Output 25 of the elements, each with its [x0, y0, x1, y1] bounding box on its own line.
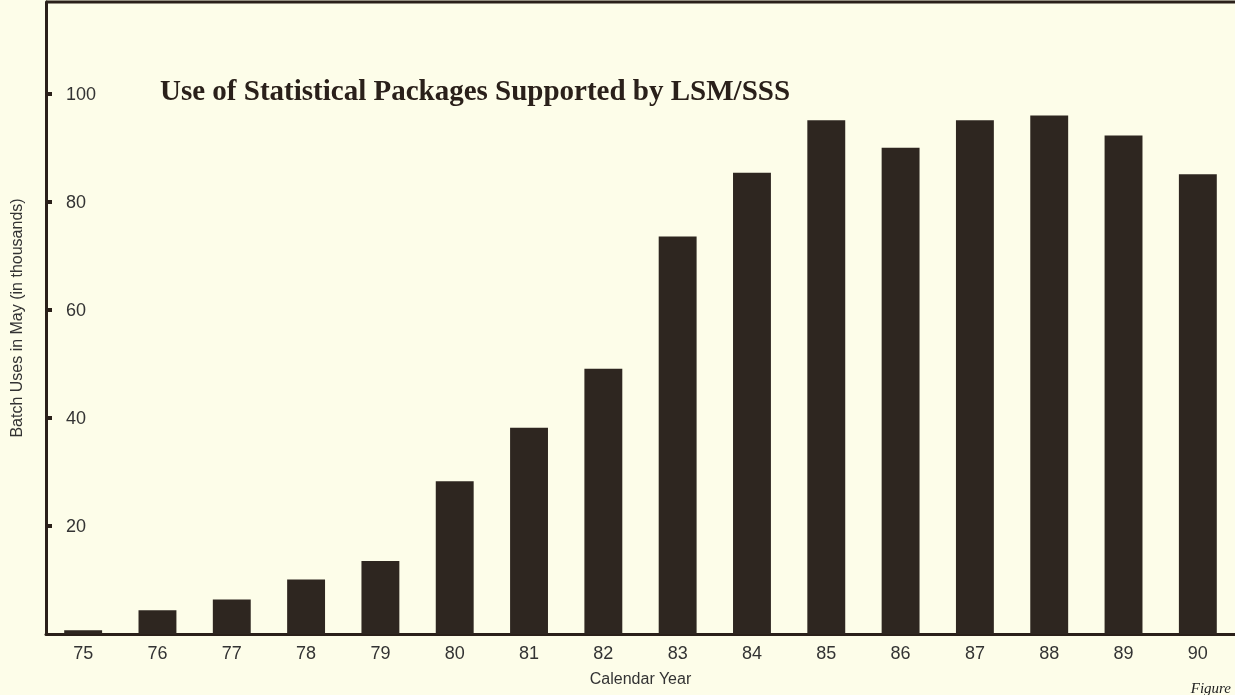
y-tick-label: 20: [66, 515, 87, 536]
x-tick-label: 85: [816, 643, 837, 663]
y-axis-title: Batch Uses in May (in thousands): [7, 198, 25, 438]
x-tick-label: 86: [890, 643, 911, 663]
x-tick-label: 78: [296, 643, 317, 663]
text: Use of Statistical Packages Supported by LSM/SSS: [160, 73, 791, 106]
y-tick-label: 60: [66, 299, 87, 320]
x-tick-label: 80: [444, 643, 465, 663]
x-tick-label: 83: [667, 643, 688, 663]
x-tick-label: 82: [593, 643, 614, 663]
x-tick-label: 75: [73, 643, 94, 663]
x-tick-label: 89: [1113, 643, 1134, 663]
x-tick-label: 81: [519, 643, 540, 663]
y-tick-label: 100: [66, 83, 97, 104]
x-tick-label: 77: [221, 643, 242, 663]
x-tick-label: 87: [964, 643, 985, 663]
x-tick-label: 76: [147, 643, 168, 663]
x-tick-label: 79: [370, 643, 391, 663]
text: Figure: [1189, 679, 1232, 695]
x-tick-label: 88: [1039, 643, 1060, 663]
x-tick-label: 84: [741, 643, 762, 663]
x-axis-title: Calendar Year: [589, 669, 692, 687]
y-tick-label: 40: [66, 407, 87, 428]
y-tick-label: 80: [66, 191, 87, 212]
x-tick-label: 90: [1187, 643, 1208, 663]
